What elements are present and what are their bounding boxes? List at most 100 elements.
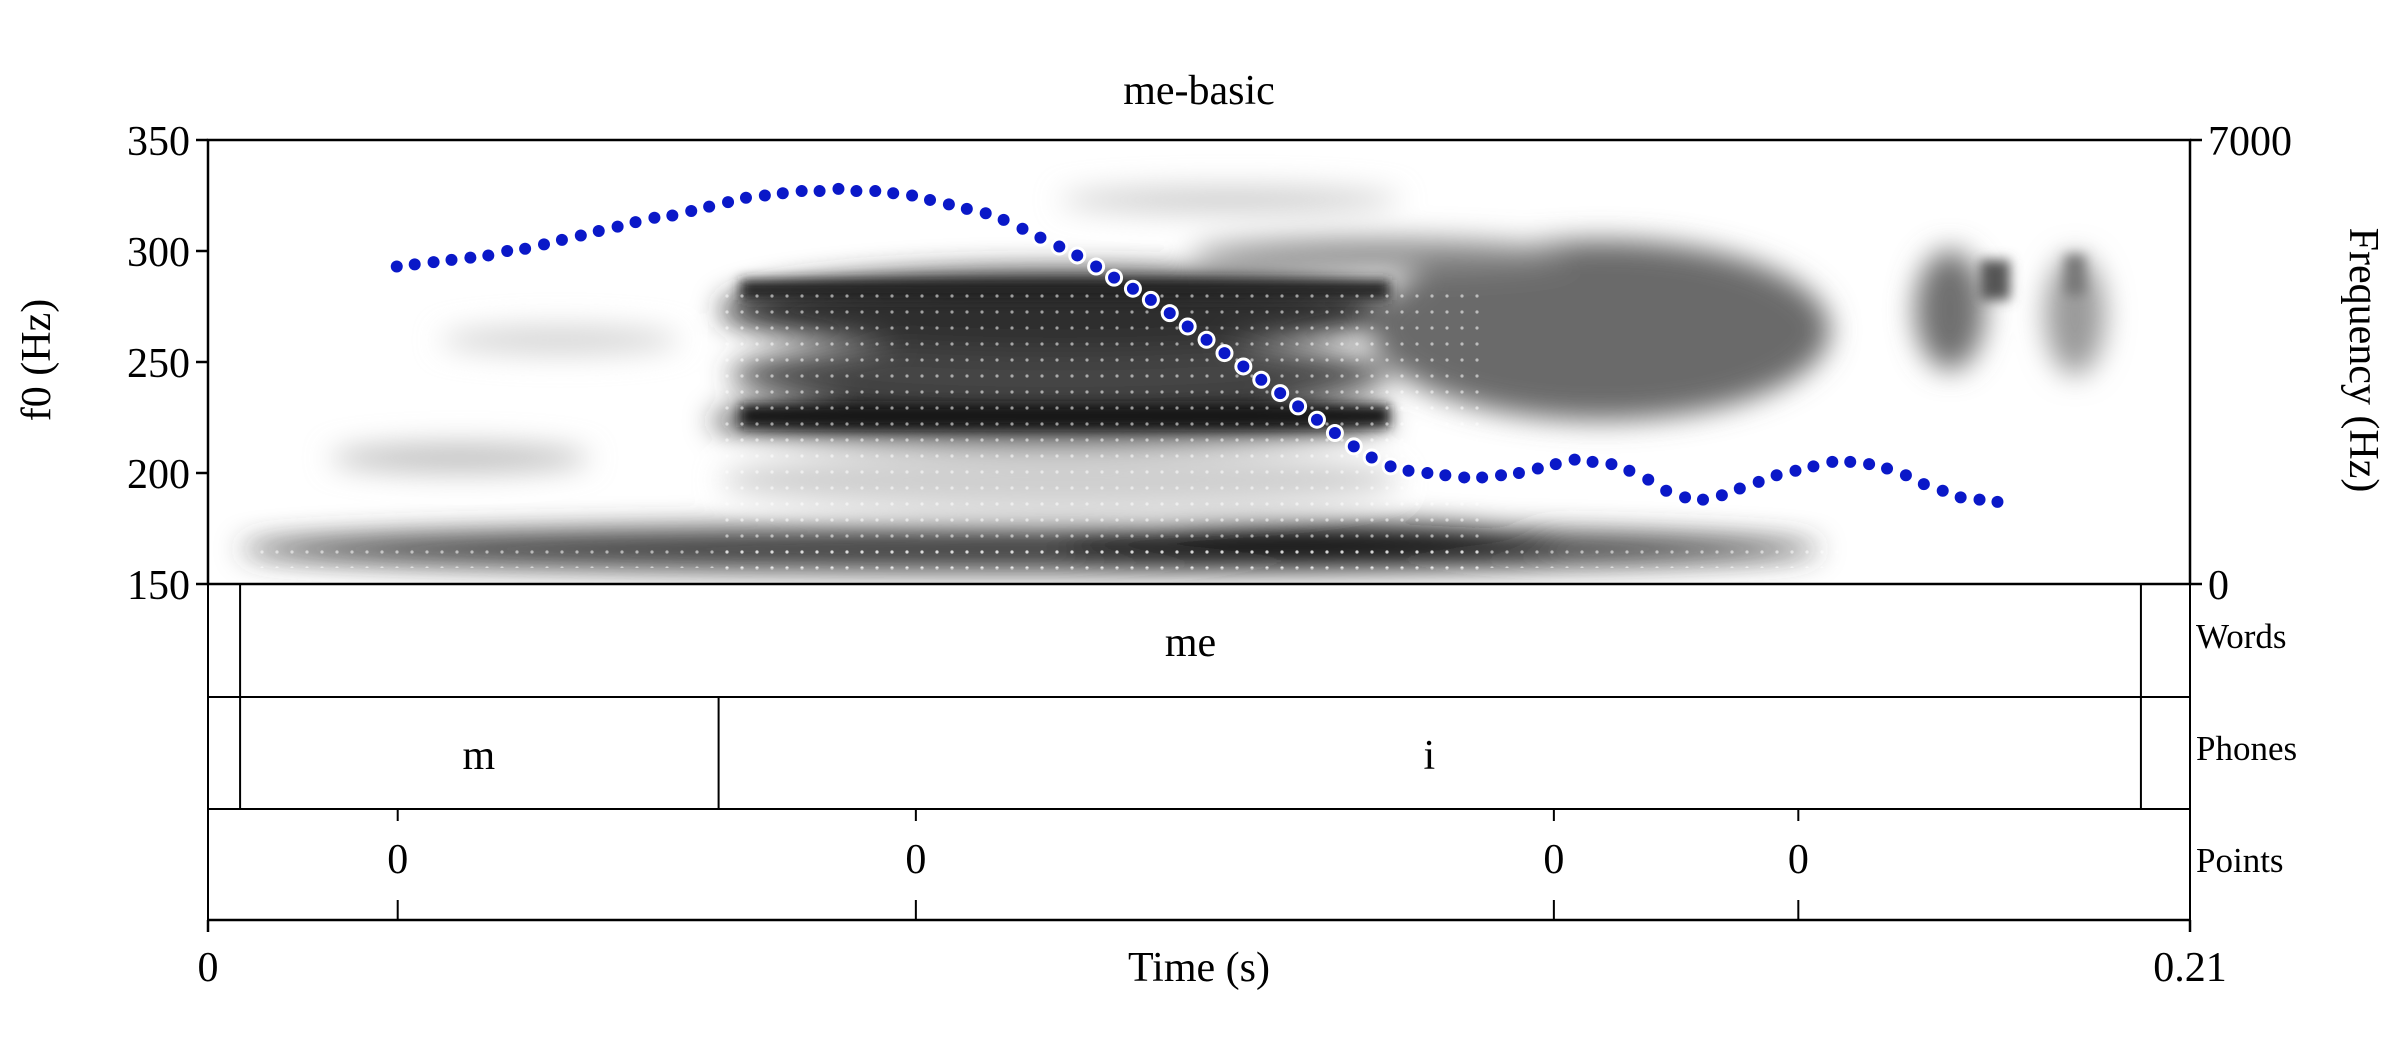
tier-name-words: Words [2196,617,2287,656]
pitch-point [427,256,440,269]
pitch-point [924,193,937,206]
pitch-point [482,249,495,262]
y-axis-left: 150 200 250 300 350 [127,119,208,609]
pitch-point [574,229,587,242]
x-axis-label: Time (s) [1128,945,1270,991]
pitch-point [1495,469,1508,482]
pitch-point [1549,458,1562,471]
pitch-point [1274,387,1287,400]
pitch-point [1512,467,1525,479]
interval-label: m [463,733,496,779]
pitch-point [1807,460,1820,473]
pitch-point [1696,493,1709,506]
pitch-point [1200,333,1213,346]
pitch-point [1660,484,1673,497]
chart-title: me-basic [1123,68,1275,114]
y-tick-label-left: 250 [127,341,190,387]
spectrogram [240,188,2105,571]
pitch-point [1163,307,1176,320]
pitch-point [722,196,735,209]
pitch-point [813,185,826,198]
pitch-point [1586,455,1599,468]
point-label: 0 [387,837,408,883]
pitch-point [942,198,955,211]
pitch-point [1181,320,1194,333]
pitch-point [464,251,477,264]
pitch-point [1237,360,1250,373]
pitch-point [1255,373,1268,386]
point-label: 0 [905,837,926,883]
pitch-point [666,209,679,222]
pitch-point [1365,451,1378,464]
pitch-point [1458,471,1471,484]
x-tick-label: 0.21 [2153,945,2227,991]
pitch-point [1144,293,1157,306]
pitch-point [703,200,716,213]
y-tick-label-left: 200 [127,452,190,498]
pitch-point [887,187,900,200]
pitch-point [1642,473,1655,486]
pitch-point [850,185,863,198]
pitch-point [1733,482,1746,495]
pitch-point [776,187,789,200]
y-tick-label-right: 0 [2208,563,2229,609]
pitch-point [1899,469,1912,482]
pitch-point [1936,484,1949,497]
pitch-point [445,253,458,266]
pitch-point [1844,455,1857,468]
pitch-point [1016,222,1029,235]
pitch-point [795,185,808,198]
tier-name-phones: Phones [2196,729,2297,768]
pitch-point [739,191,752,204]
pitch-point [408,258,421,271]
pitch-point [501,245,514,257]
pitch-point [555,233,568,246]
pitch-point [1090,260,1103,273]
pitch-point [1881,462,1894,475]
pitch-point [1752,475,1765,488]
pitch-point [1439,469,1452,482]
pitch-point [537,238,550,251]
pitch-point [1789,464,1802,477]
pitch-point [1954,491,1967,504]
pitch-point [1991,495,2004,508]
pitch-point [1347,440,1360,453]
pitch-point [1071,249,1084,262]
y-tick-label-right: 7000 [2208,119,2292,165]
pitch-point [1310,413,1323,426]
pitch-point [906,189,919,202]
pitch-point [1421,467,1434,479]
interval-label: me [1165,620,1216,666]
pitch-point [1679,491,1692,504]
pitch-point [1568,453,1581,466]
pitch-point [1770,469,1783,482]
pitch-point [1623,464,1636,477]
pitch-point [1476,471,1489,484]
pitch-track [387,179,2007,511]
point-label: 0 [1543,837,1564,883]
pitch-point [1292,400,1305,413]
textgrid [207,584,2191,922]
pitch-point [685,205,698,218]
y-axis-right: 0 7000 [2190,119,2292,609]
y-axis-right-label: Frequency (Hz) [2340,228,2386,493]
pitch-point [611,220,624,233]
pitch-point [629,216,642,229]
pitch-point [869,185,882,198]
pitch-point [1108,271,1121,284]
pitch-point [1973,493,1986,506]
pitch-point [1863,458,1876,471]
pitch-point [1034,231,1047,244]
x-tick-label: 0 [198,945,219,991]
pitch-point [592,225,605,238]
y-tick-label-left: 300 [127,230,190,276]
pitch-point [648,211,661,224]
pitch-point [1384,460,1397,473]
point-label: 0 [1788,837,1809,883]
pitch-point [1402,464,1415,477]
pitch-point [758,189,771,202]
x-axis: 0 0.21 [198,920,2227,991]
pitch-point [1917,478,1930,491]
pitch-point [1715,489,1728,502]
